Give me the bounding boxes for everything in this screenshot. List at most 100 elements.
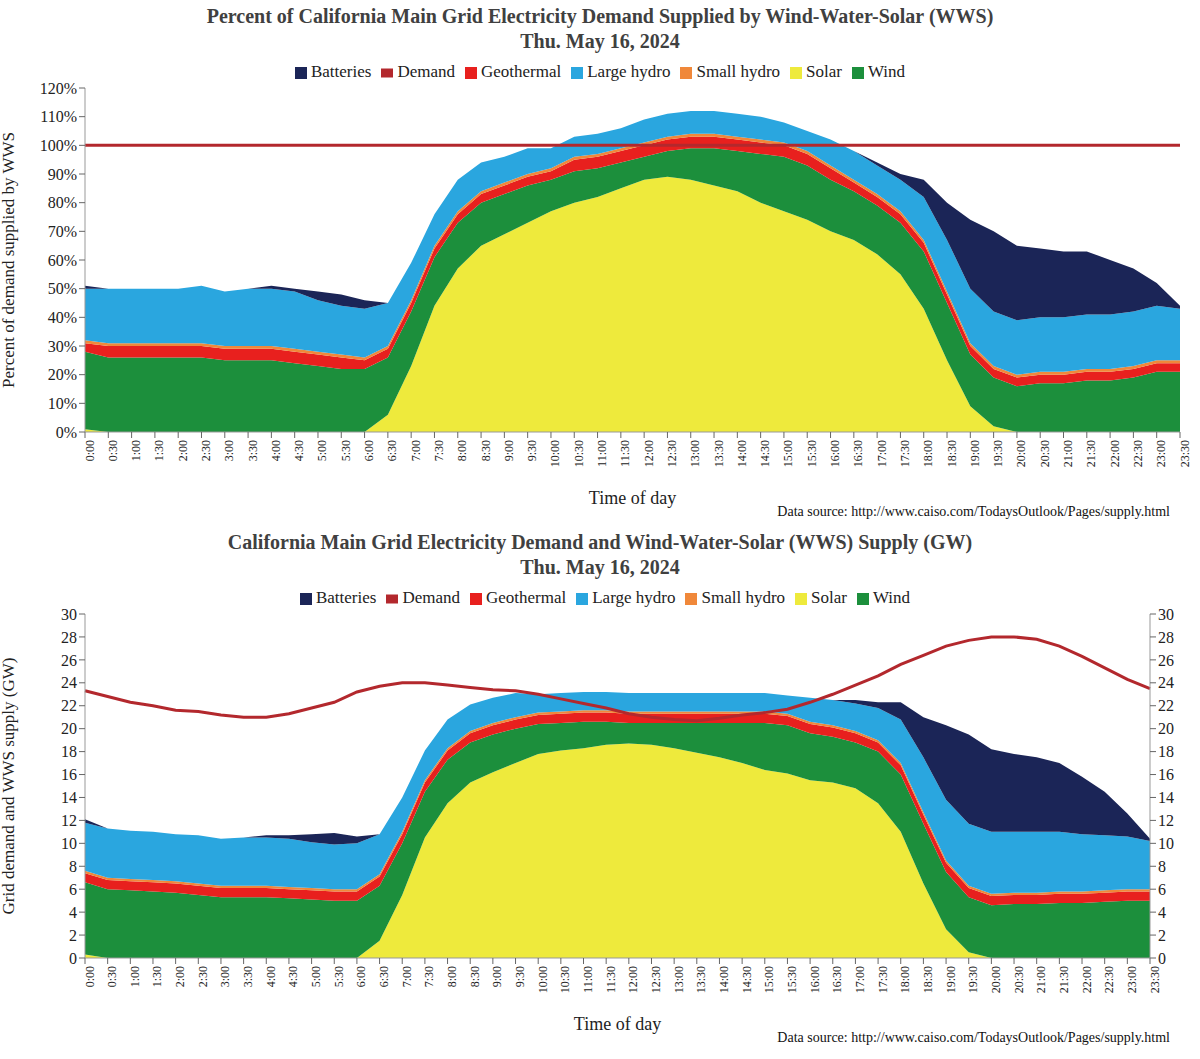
svg-text:8:00: 8:00: [445, 966, 459, 987]
svg-text:13:30: 13:30: [694, 966, 708, 993]
svg-text:13:00: 13:00: [672, 966, 686, 993]
svg-text:23:30: 23:30: [1178, 440, 1192, 467]
svg-text:15:30: 15:30: [785, 966, 799, 993]
svg-text:Time of day: Time of day: [574, 1014, 661, 1034]
svg-text:8:30: 8:30: [479, 440, 493, 461]
svg-text:2:30: 2:30: [196, 966, 210, 987]
svg-text:19:00: 19:00: [968, 440, 982, 467]
svg-text:19:30: 19:30: [991, 440, 1005, 467]
svg-text:17:30: 17:30: [898, 440, 912, 467]
svg-text:12:00: 12:00: [626, 966, 640, 993]
svg-text:11:00: 11:00: [595, 440, 609, 467]
svg-text:0:00: 0:00: [83, 966, 97, 987]
svg-text:15:00: 15:00: [762, 966, 776, 993]
svg-text:3:30: 3:30: [241, 966, 255, 987]
svg-text:10:30: 10:30: [572, 440, 586, 467]
svg-text:10:30: 10:30: [558, 966, 572, 993]
svg-text:1:00: 1:00: [128, 966, 142, 987]
svg-text:0:30: 0:30: [106, 440, 120, 461]
svg-text:2:00: 2:00: [173, 966, 187, 987]
svg-text:0: 0: [1158, 950, 1166, 967]
svg-text:6:30: 6:30: [385, 440, 399, 461]
svg-text:70%: 70%: [48, 223, 77, 240]
svg-text:0:30: 0:30: [105, 966, 119, 987]
svg-text:Time of day: Time of day: [589, 488, 676, 508]
svg-text:6:00: 6:00: [354, 966, 368, 987]
svg-text:5:00: 5:00: [309, 966, 323, 987]
svg-text:28: 28: [61, 629, 77, 646]
svg-text:4:30: 4:30: [292, 440, 306, 461]
svg-text:22:00: 22:00: [1108, 440, 1122, 467]
svg-text:18:00: 18:00: [921, 440, 935, 467]
svg-text:22: 22: [61, 697, 77, 714]
svg-text:16: 16: [61, 766, 77, 783]
svg-text:Grid demand and WWS supply (GW: Grid demand and WWS supply (GW): [8, 658, 18, 915]
svg-text:5:30: 5:30: [332, 966, 346, 987]
svg-text:6: 6: [69, 881, 77, 898]
svg-text:20:30: 20:30: [1038, 440, 1052, 467]
svg-text:2:00: 2:00: [176, 440, 190, 461]
svg-text:8:00: 8:00: [455, 440, 469, 461]
svg-text:6: 6: [1158, 881, 1166, 898]
svg-text:21:00: 21:00: [1061, 440, 1075, 467]
svg-text:2: 2: [69, 927, 77, 944]
svg-text:13:30: 13:30: [712, 440, 726, 467]
svg-text:2:30: 2:30: [199, 440, 213, 461]
svg-text:28: 28: [1158, 629, 1174, 646]
svg-text:20: 20: [61, 720, 77, 737]
svg-text:18:30: 18:30: [921, 966, 935, 993]
svg-text:30: 30: [61, 606, 77, 623]
svg-text:26: 26: [61, 652, 77, 669]
svg-text:1:30: 1:30: [150, 966, 164, 987]
svg-text:12:00: 12:00: [642, 440, 656, 467]
svg-text:23:00: 23:00: [1154, 440, 1168, 467]
svg-text:21:30: 21:30: [1084, 440, 1098, 467]
svg-text:11:00: 11:00: [581, 966, 595, 993]
svg-text:19:30: 19:30: [966, 966, 980, 993]
svg-text:22:30: 22:30: [1102, 966, 1116, 993]
svg-text:22:30: 22:30: [1131, 440, 1145, 467]
svg-text:20:00: 20:00: [989, 966, 1003, 993]
svg-text:24: 24: [61, 674, 77, 691]
svg-text:20%: 20%: [48, 366, 77, 383]
svg-text:16:30: 16:30: [851, 440, 865, 467]
svg-text:14:00: 14:00: [735, 440, 749, 467]
svg-text:23:30: 23:30: [1148, 966, 1162, 993]
svg-text:4:30: 4:30: [286, 966, 300, 987]
svg-text:10:00: 10:00: [548, 440, 562, 467]
svg-text:6:00: 6:00: [362, 440, 376, 461]
svg-text:14:30: 14:30: [758, 440, 772, 467]
svg-text:16: 16: [1158, 766, 1174, 783]
svg-text:23:00: 23:00: [1125, 966, 1139, 993]
svg-text:19:00: 19:00: [944, 966, 958, 993]
svg-text:16:30: 16:30: [830, 966, 844, 993]
svg-text:60%: 60%: [48, 252, 77, 269]
svg-text:3:30: 3:30: [246, 440, 260, 461]
svg-text:10: 10: [1158, 835, 1174, 852]
svg-text:14:30: 14:30: [740, 966, 754, 993]
svg-text:22: 22: [1158, 697, 1174, 714]
svg-text:26: 26: [1158, 652, 1174, 669]
svg-text:3:00: 3:00: [218, 966, 232, 987]
svg-text:12:30: 12:30: [665, 440, 679, 467]
svg-text:5:30: 5:30: [339, 440, 353, 461]
svg-text:20:30: 20:30: [1012, 966, 1026, 993]
svg-text:17:30: 17:30: [876, 966, 890, 993]
svg-text:4: 4: [69, 904, 77, 921]
svg-text:11:30: 11:30: [604, 966, 618, 993]
svg-text:0%: 0%: [56, 424, 77, 441]
svg-text:4:00: 4:00: [264, 966, 278, 987]
svg-text:120%: 120%: [40, 80, 77, 97]
svg-text:10%: 10%: [48, 395, 77, 412]
svg-text:90%: 90%: [48, 166, 77, 183]
svg-text:14: 14: [61, 789, 77, 806]
svg-text:20: 20: [1158, 720, 1174, 737]
svg-text:40%: 40%: [48, 309, 77, 326]
svg-text:8:30: 8:30: [468, 966, 482, 987]
svg-text:17:00: 17:00: [875, 440, 889, 467]
svg-text:1:30: 1:30: [152, 440, 166, 461]
svg-text:14: 14: [1158, 789, 1174, 806]
svg-text:30: 30: [1158, 606, 1174, 623]
svg-text:12:30: 12:30: [649, 966, 663, 993]
svg-text:7:00: 7:00: [409, 440, 423, 461]
